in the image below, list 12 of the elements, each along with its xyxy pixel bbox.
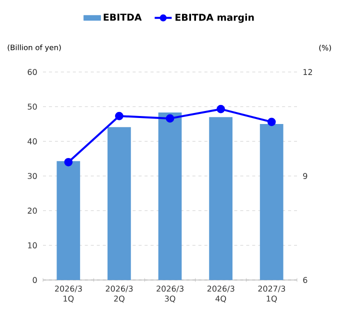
bar (56, 161, 80, 280)
bar (108, 127, 131, 280)
bar (209, 117, 232, 280)
point (267, 118, 276, 126)
legend-label: EBITDA (104, 14, 142, 21)
point (115, 112, 124, 120)
bar (158, 112, 182, 280)
point (64, 158, 73, 166)
legend-label: EBITDA margin (176, 14, 254, 23)
bar (260, 124, 284, 280)
point (166, 114, 174, 123)
point (216, 104, 225, 114)
